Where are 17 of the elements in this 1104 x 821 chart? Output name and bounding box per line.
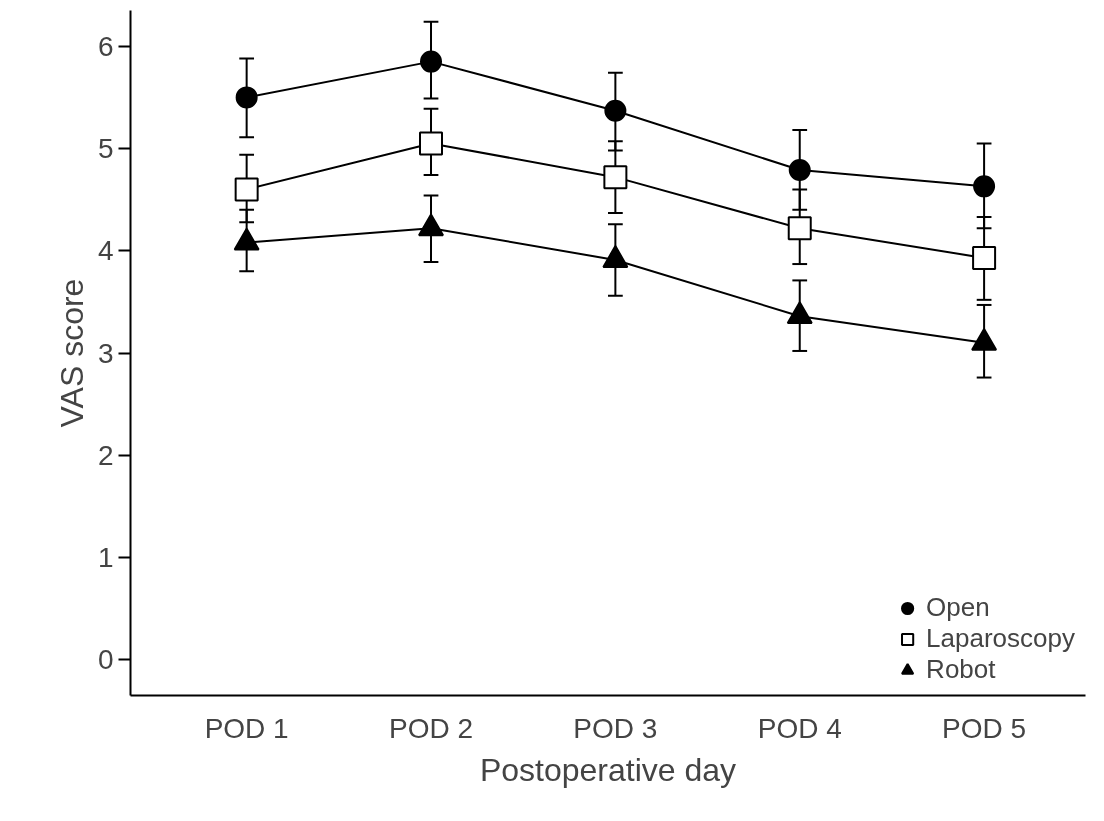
legend-label: Open xyxy=(926,592,990,623)
x-tick-label: POD 1 xyxy=(204,712,289,744)
x-tick-label: POD 2 xyxy=(389,712,474,744)
y-tick-label: 0 xyxy=(97,644,114,676)
legend-label: Robot xyxy=(926,654,996,685)
y-tick-label: 5 xyxy=(97,133,114,165)
y-tick-label: 6 xyxy=(97,30,114,62)
y-tick-label: 3 xyxy=(97,337,114,369)
y-axis-title: VAS score xyxy=(53,278,90,428)
x-tick-label: POD 3 xyxy=(573,712,658,744)
y-tick-label: 2 xyxy=(97,439,114,471)
x-tick-label: POD 4 xyxy=(757,712,842,744)
legend-label: Laparoscopy xyxy=(926,623,1075,654)
x-axis-title: Postoperative day xyxy=(479,751,737,788)
y-tick-label: 1 xyxy=(97,541,114,573)
x-tick-label: POD 5 xyxy=(942,712,1027,744)
y-tick-label: 4 xyxy=(97,235,114,267)
